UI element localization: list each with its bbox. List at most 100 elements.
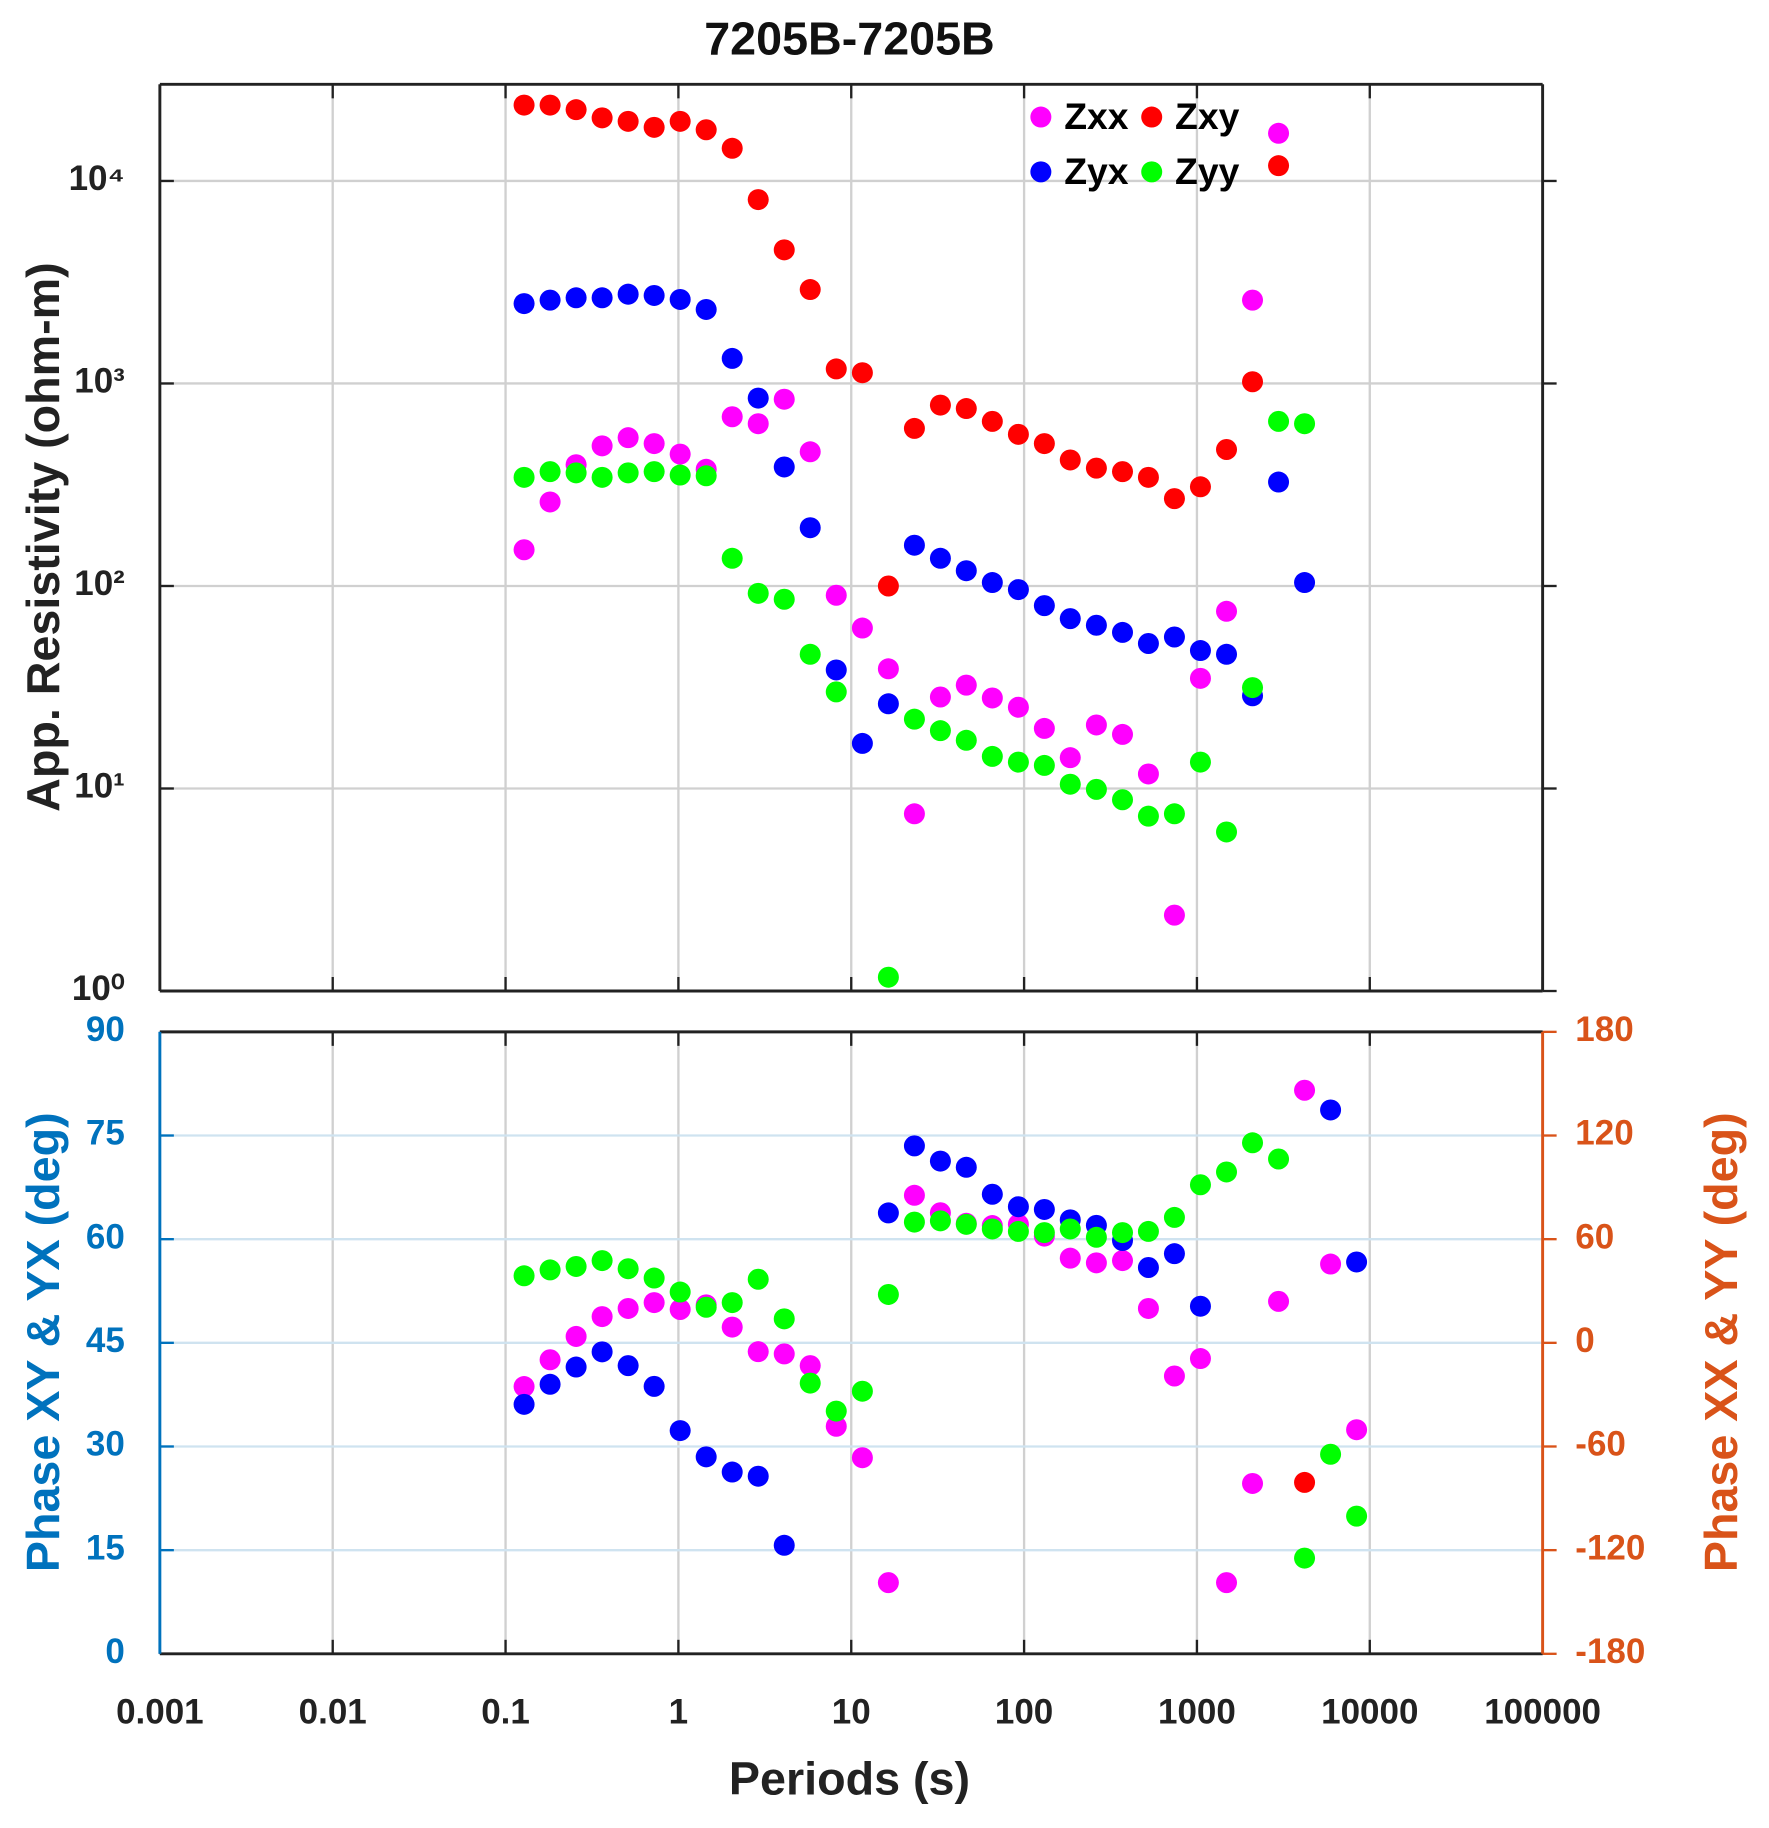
data-point bbox=[565, 1325, 587, 1347]
y-tick-label: 30 bbox=[86, 1425, 125, 1464]
data-point bbox=[1007, 1220, 1029, 1242]
data-point bbox=[539, 289, 561, 311]
data-point bbox=[799, 643, 821, 665]
data-point bbox=[1033, 1198, 1055, 1220]
data-point bbox=[1033, 433, 1055, 455]
data-point bbox=[1216, 643, 1238, 665]
data-point bbox=[1189, 1174, 1211, 1196]
data-point bbox=[1033, 1222, 1055, 1244]
data-point bbox=[617, 110, 639, 132]
data-point bbox=[1163, 626, 1185, 648]
data-point bbox=[877, 693, 899, 715]
data-point bbox=[773, 588, 795, 610]
x-tick-label: 100 bbox=[995, 1693, 1053, 1732]
data-point bbox=[695, 1296, 717, 1318]
data-point bbox=[1137, 763, 1159, 785]
data-point bbox=[643, 116, 665, 138]
data-point bbox=[617, 1258, 639, 1280]
data-point bbox=[877, 1283, 899, 1305]
data-point bbox=[1242, 1472, 1264, 1494]
y-tick-label: 10⁴ bbox=[69, 159, 125, 198]
data-point bbox=[955, 398, 977, 420]
data-point bbox=[1294, 1079, 1316, 1101]
data-point bbox=[643, 461, 665, 483]
y2-tick-label: 60 bbox=[1575, 1217, 1614, 1256]
data-point bbox=[1346, 1419, 1368, 1441]
data-point bbox=[1189, 640, 1211, 662]
data-point bbox=[903, 534, 925, 556]
data-point bbox=[721, 547, 743, 569]
data-point bbox=[773, 1534, 795, 1556]
data-point bbox=[1216, 1572, 1238, 1594]
data-point bbox=[955, 560, 977, 582]
data-point bbox=[1137, 1257, 1159, 1279]
data-point bbox=[851, 1447, 873, 1469]
data-point bbox=[877, 1202, 899, 1224]
data-point bbox=[1007, 696, 1029, 718]
data-point bbox=[1320, 1099, 1342, 1121]
legend-label: Zxx bbox=[1064, 95, 1129, 137]
data-point bbox=[695, 298, 717, 320]
data-point bbox=[591, 435, 613, 457]
data-point bbox=[1085, 778, 1107, 800]
y-tick-label: 75 bbox=[86, 1114, 125, 1153]
x-tick-label: 1000 bbox=[1158, 1693, 1236, 1732]
data-point bbox=[721, 406, 743, 428]
y2-tick-label: -180 bbox=[1575, 1632, 1645, 1671]
data-point bbox=[1085, 714, 1107, 736]
data-point bbox=[903, 417, 925, 439]
data-point bbox=[773, 388, 795, 410]
y-axis-label: App. Resistivity (ohm-m) bbox=[17, 262, 69, 812]
data-point bbox=[773, 1343, 795, 1365]
data-point bbox=[565, 1255, 587, 1277]
data-point bbox=[669, 464, 691, 486]
data-point bbox=[1320, 1253, 1342, 1275]
data-point bbox=[1007, 751, 1029, 773]
data-point bbox=[903, 1211, 925, 1233]
y-tick-label: 10¹ bbox=[74, 767, 125, 806]
data-point bbox=[565, 287, 587, 309]
data-point bbox=[591, 1306, 613, 1328]
data-point bbox=[643, 1267, 665, 1289]
data-point bbox=[1216, 439, 1238, 461]
data-point bbox=[851, 1380, 873, 1402]
legend-marker bbox=[1030, 106, 1052, 128]
data-point bbox=[1189, 667, 1211, 689]
data-point bbox=[799, 441, 821, 463]
x-tick-label: 100000 bbox=[1484, 1693, 1601, 1732]
data-point bbox=[513, 1265, 535, 1287]
data-point bbox=[955, 729, 977, 751]
data-point bbox=[1346, 1505, 1368, 1527]
data-point bbox=[747, 582, 769, 604]
data-point bbox=[955, 1156, 977, 1178]
data-point bbox=[1085, 457, 1107, 479]
data-point bbox=[877, 575, 899, 597]
y-tick-label: 0 bbox=[105, 1632, 124, 1671]
data-point bbox=[1059, 1218, 1081, 1240]
data-point bbox=[1189, 751, 1211, 773]
data-point bbox=[851, 617, 873, 639]
data-point bbox=[591, 287, 613, 309]
y-tick-label: 10³ bbox=[74, 362, 125, 401]
data-point bbox=[1059, 747, 1081, 769]
data-point bbox=[825, 1415, 847, 1437]
data-point bbox=[1112, 789, 1134, 811]
data-point bbox=[1216, 821, 1238, 843]
data-point bbox=[877, 966, 899, 988]
x-tick-label: 0.01 bbox=[299, 1693, 367, 1732]
data-point bbox=[591, 466, 613, 488]
data-point bbox=[929, 547, 951, 569]
data-point bbox=[591, 107, 613, 129]
y-tick-label: 10⁰ bbox=[72, 969, 125, 1008]
data-point bbox=[929, 686, 951, 708]
data-point bbox=[981, 1218, 1003, 1240]
data-point bbox=[981, 745, 1003, 767]
data-point bbox=[721, 1292, 743, 1314]
data-point bbox=[981, 687, 1003, 709]
data-point bbox=[1216, 600, 1238, 622]
data-point bbox=[1137, 1220, 1159, 1242]
data-point bbox=[1137, 1297, 1159, 1319]
data-point bbox=[1294, 572, 1316, 594]
data-point bbox=[981, 1183, 1003, 1205]
